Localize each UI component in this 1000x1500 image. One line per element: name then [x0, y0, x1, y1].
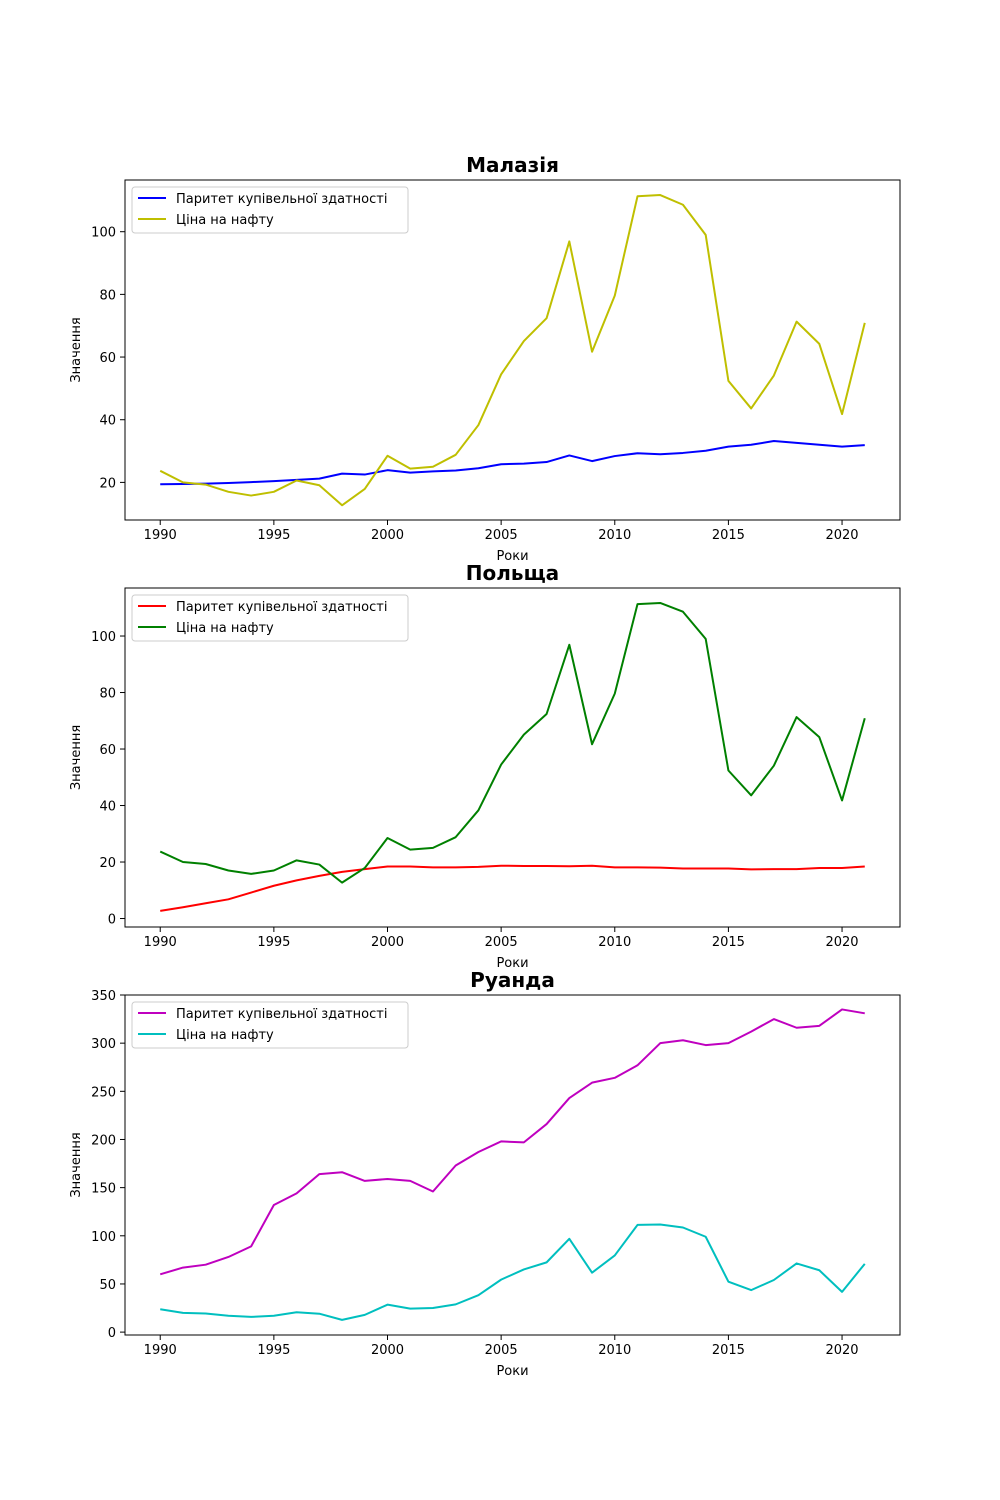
y-tick-label: 250: [91, 1085, 116, 1100]
y-axis-label: Значення: [69, 725, 84, 790]
x-tick-label: 2015: [712, 1343, 745, 1358]
legend: Паритет купівельної здатності Ціна на наф…: [131, 1001, 409, 1049]
y-tick-label: 100: [91, 1230, 116, 1245]
x-axis-label: Роки: [496, 549, 528, 564]
series-line-2: [159, 601, 866, 884]
x-tick-label: 1995: [257, 528, 290, 543]
x-tick-label: 2005: [485, 935, 518, 950]
series-line-1: [159, 1008, 865, 1276]
y-tick-label: 350: [91, 989, 116, 1004]
x-tick-label: 2005: [485, 528, 518, 543]
x-tick-label: 2005: [485, 1343, 518, 1358]
x-tick-label: 2010: [598, 935, 631, 950]
y-axis-label: Значення: [69, 317, 84, 382]
y-tick-label: 100: [91, 226, 116, 241]
chart-3: Руанда 1990 1995 2000 2005 2010 2015 2020 0 50 100…: [69, 968, 901, 1379]
y-tick-label: 100: [91, 630, 116, 645]
y-tick-label: 40: [99, 414, 116, 429]
legend-label: Паритет купівельної здатності: [176, 1007, 387, 1022]
x-tick-label: 2010: [598, 1343, 631, 1358]
legend: Паритет купівельної здатності Ціна на наф…: [131, 186, 409, 234]
legend-box: [131, 594, 409, 642]
chart-title: Малазія: [466, 153, 559, 177]
x-tick-label: 1990: [144, 528, 177, 543]
y-tick-label: 20: [99, 856, 116, 871]
legend-label: Паритет купівельної здатності: [176, 600, 387, 615]
x-axis-label: Роки: [496, 956, 528, 971]
series-line-2: [159, 194, 866, 507]
y-tick-label: 300: [91, 1037, 116, 1052]
legend-label: Ціна на нафту: [176, 621, 274, 636]
series-line-1: [160, 440, 865, 486]
legend-label: Паритет купівельної здатності: [176, 192, 387, 207]
series-line-2: [160, 1223, 866, 1321]
y-tick-label: 150: [91, 1182, 116, 1197]
legend: Паритет купівельної здатності Ціна на наф…: [131, 594, 409, 642]
x-tick-label: 2015: [712, 528, 745, 543]
y-tick-label: 80: [99, 687, 116, 702]
y-tick-label: 60: [99, 351, 116, 366]
y-tick-label: 200: [91, 1133, 116, 1148]
x-tick-label: 2020: [825, 935, 858, 950]
x-tick-label: 2010: [598, 528, 631, 543]
chart-title: Польща: [466, 561, 559, 585]
y-tick-label: 20: [99, 476, 116, 491]
legend-box: [131, 186, 409, 234]
x-tick-label: 2020: [825, 528, 858, 543]
x-tick-label: 2000: [371, 528, 404, 543]
x-tick-label: 1990: [144, 1343, 177, 1358]
x-tick-label: 2015: [712, 935, 745, 950]
y-tick-label: 50: [99, 1278, 116, 1293]
plot-frame: [124, 587, 901, 928]
chart-2: Польща 1990 1995 2000 2005 2010 2015 2020 0 20 40 6…: [69, 561, 901, 971]
legend-box: [131, 1001, 409, 1049]
y-tick-label: 60: [99, 743, 116, 758]
x-tick-label: 1990: [144, 935, 177, 950]
x-tick-label: 1995: [257, 1343, 290, 1358]
plot-frame: [124, 994, 901, 1336]
y-tick-label: 0: [108, 913, 116, 928]
legend-label: Ціна на нафту: [176, 213, 274, 228]
series-line-1: [160, 864, 865, 912]
x-axis-label: Роки: [496, 1364, 528, 1379]
chart-title: Руанда: [470, 968, 555, 992]
y-tick-label: 0: [108, 1326, 116, 1341]
x-tick-label: 2020: [825, 1343, 858, 1358]
y-tick-label: 80: [99, 288, 116, 303]
x-tick-label: 1995: [257, 935, 290, 950]
y-tick-label: 40: [99, 800, 116, 815]
y-axis-label: Значення: [69, 1132, 84, 1197]
legend-label: Ціна на нафту: [176, 1028, 274, 1043]
plot-frame: [124, 179, 901, 521]
x-tick-label: 2000: [371, 935, 404, 950]
x-tick-label: 2000: [371, 1343, 404, 1358]
